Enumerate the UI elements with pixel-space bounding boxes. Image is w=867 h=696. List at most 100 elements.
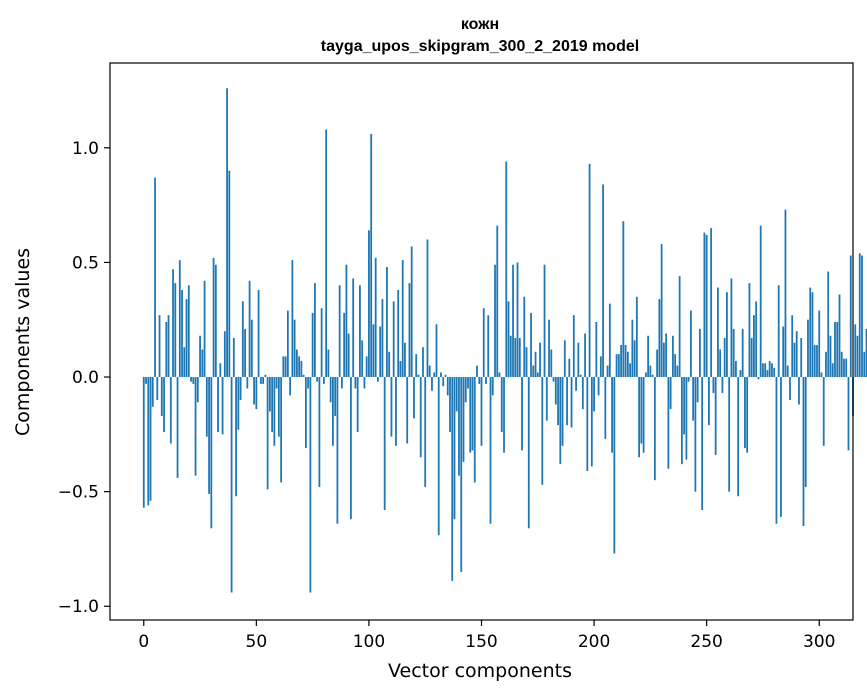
bar-83 [329,377,332,403]
bar-214 [624,344,627,378]
bar-140 [458,377,460,476]
bar-154 [489,377,492,524]
bar-73 [307,377,310,389]
bar-188 [566,377,568,426]
chart-title: кожн [461,16,499,33]
bar-173 [532,365,535,378]
bar-32 [214,264,217,378]
bar-75 [311,312,314,378]
bar-84 [332,377,334,446]
bar-290 [795,331,798,378]
bar-287 [789,377,791,400]
bar-221 [640,377,643,444]
x-tick-label-5: 250 [690,632,722,652]
bar-94 [354,377,357,389]
bar-293 [802,377,805,527]
bar-248 [701,377,704,510]
bar-281 [775,377,778,524]
bar-23 [194,377,197,476]
bar-226 [651,374,654,378]
bar-167 [518,338,521,378]
bar-268 [746,377,749,453]
bar-275 [762,363,764,378]
bar-26 [201,349,204,378]
bar-289 [793,342,796,378]
bar-21 [190,377,192,382]
bar-237 [676,365,679,378]
bar-319 [861,255,863,378]
bar-172 [530,312,532,378]
bar-266 [741,328,744,378]
bar-40 [232,338,235,378]
bar-152 [485,377,487,384]
bar-273 [757,377,760,380]
bar-150 [480,377,483,446]
bar-79 [320,308,323,378]
bar-302 [822,377,825,446]
bar-210 [615,354,618,378]
bar-252 [710,228,713,378]
bar-9 [163,377,165,433]
bar-69 [298,356,301,378]
bar-151 [482,308,485,378]
bar-131 [437,377,440,536]
bar-89 [343,312,346,378]
bar-90 [345,264,348,378]
bar-309 [838,294,841,378]
bar-292 [800,338,803,378]
bar-59 [275,377,278,389]
bar-91 [347,333,350,378]
bar-291 [798,377,800,405]
bar-303 [825,351,827,378]
bar-243 [689,310,692,378]
bar-240 [683,377,686,435]
bar-229 [658,299,661,378]
bar-259 [726,292,728,378]
bar-102 [372,324,375,378]
bar-132 [440,372,442,378]
y-tick-label-0: −1.0 [58,597,99,617]
bar-318 [858,253,861,378]
bar-181 [550,349,553,378]
bar-288 [791,315,794,378]
bar-145 [469,377,472,453]
bar-192 [575,377,577,391]
bar-175 [536,372,539,378]
bar-31 [212,257,215,378]
bar-117 [406,377,409,444]
bar-176 [539,342,541,378]
bar-114 [399,360,402,378]
bar-120 [413,377,415,419]
bar-160 [503,377,505,453]
bar-250 [705,234,708,378]
bar-86 [336,377,339,524]
bar-159 [500,377,503,433]
bar-272 [755,301,758,378]
bar-8 [160,377,163,416]
bar-254 [714,377,717,455]
bar-218 [633,340,636,378]
bar-206 [606,365,609,378]
bar-238 [678,276,681,378]
bar-92 [350,377,352,520]
bar-29 [208,377,210,494]
bar-202 [597,377,600,396]
x-axis-ticks: 0 50 100 150 200 250 300 [138,620,835,652]
bar-320 [863,351,866,378]
bar-124 [422,347,424,378]
x-tick-label-0: 0 [138,632,149,652]
bar-165 [514,338,517,378]
bar-185 [559,377,562,465]
bar-39 [230,377,233,593]
bar-168 [521,377,523,451]
bar-257 [721,377,724,394]
bar-153 [487,315,490,378]
bar-108 [386,267,388,378]
bar-129 [433,372,436,378]
bar-49 [253,377,255,405]
bar-62 [282,356,285,378]
bar-311 [843,358,845,378]
bar-195 [581,377,584,410]
bar-299 [816,344,818,378]
